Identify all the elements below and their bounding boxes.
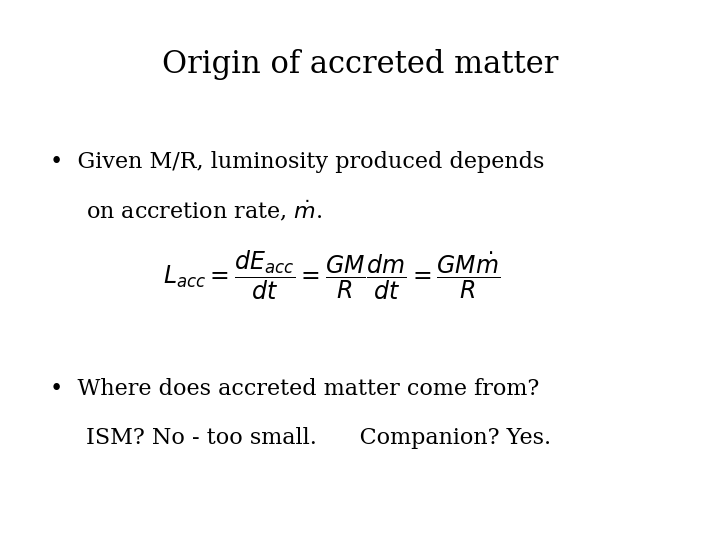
Text: $L_{acc} = \dfrac{dE_{acc}}{dt} = \dfrac{GM}{R}\dfrac{dm}{dt} = \dfrac{GM\dot{m}: $L_{acc} = \dfrac{dE_{acc}}{dt} = \dfrac…: [163, 248, 500, 302]
Text: •  Given M/R, luminosity produced depends: • Given M/R, luminosity produced depends: [50, 151, 545, 173]
Text: •  Where does accreted matter come from?: • Where does accreted matter come from?: [50, 378, 540, 400]
Text: Origin of accreted matter: Origin of accreted matter: [162, 49, 558, 79]
Text: ISM? No - too small.      Companion? Yes.: ISM? No - too small. Companion? Yes.: [86, 427, 552, 449]
Text: on accretion rate, $\dot{m}$.: on accretion rate, $\dot{m}$.: [86, 200, 323, 225]
